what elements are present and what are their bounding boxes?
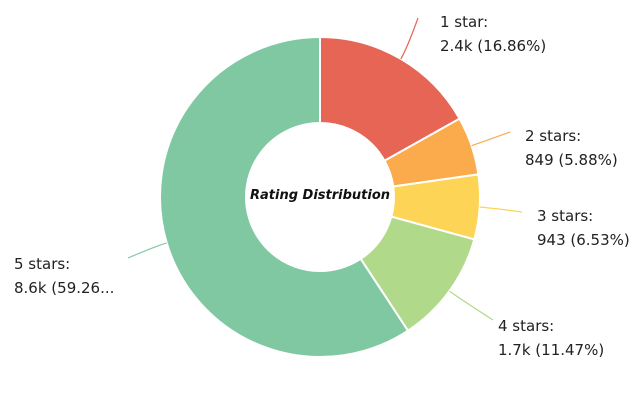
slice-value-4-stars: 1.7k (11.47%) (498, 341, 604, 359)
slice-label-5-stars: 5 stars: (14, 255, 70, 273)
slice-label-1-star: 1 star: (440, 13, 488, 31)
leader-lines-group (127, 17, 523, 321)
slice-5-stars[interactable] (159, 35, 410, 358)
label-group-4-stars: 4 stars: 1.7k (11.47%) (498, 317, 604, 359)
label-group-2-stars: 2 stars: 849 (5.88%) (525, 127, 618, 169)
label-group-5-stars: 5 stars: 8.6k (59.26... (14, 255, 114, 297)
label-group-1-star: 1 star: 2.4k (16.86%) (440, 13, 546, 55)
leader-line-5-stars (127, 242, 167, 259)
slice-1-star[interactable] (319, 35, 461, 163)
leader-line-1-star (400, 17, 419, 60)
label-group-3-stars: 3 stars: 943 (6.53%) (537, 207, 630, 249)
chart-title: Rating Distribution (250, 188, 390, 203)
slice-label-4-stars: 4 stars: (498, 317, 554, 335)
slice-value-2-stars: 849 (5.88%) (525, 151, 618, 169)
slice-label-3-stars: 3 stars: (537, 207, 593, 225)
slice-value-5-stars: 8.6k (59.26... (14, 279, 114, 297)
slices-group (159, 35, 481, 358)
leader-line-3-stars (479, 206, 523, 213)
slice-label-2-stars: 2 stars: (525, 127, 581, 145)
leader-line-4-stars (449, 290, 494, 321)
leader-line-2-stars (471, 131, 511, 147)
slice-value-3-stars: 943 (6.53%) (537, 231, 630, 249)
slice-value-1-star: 2.4k (16.86%) (440, 37, 546, 55)
